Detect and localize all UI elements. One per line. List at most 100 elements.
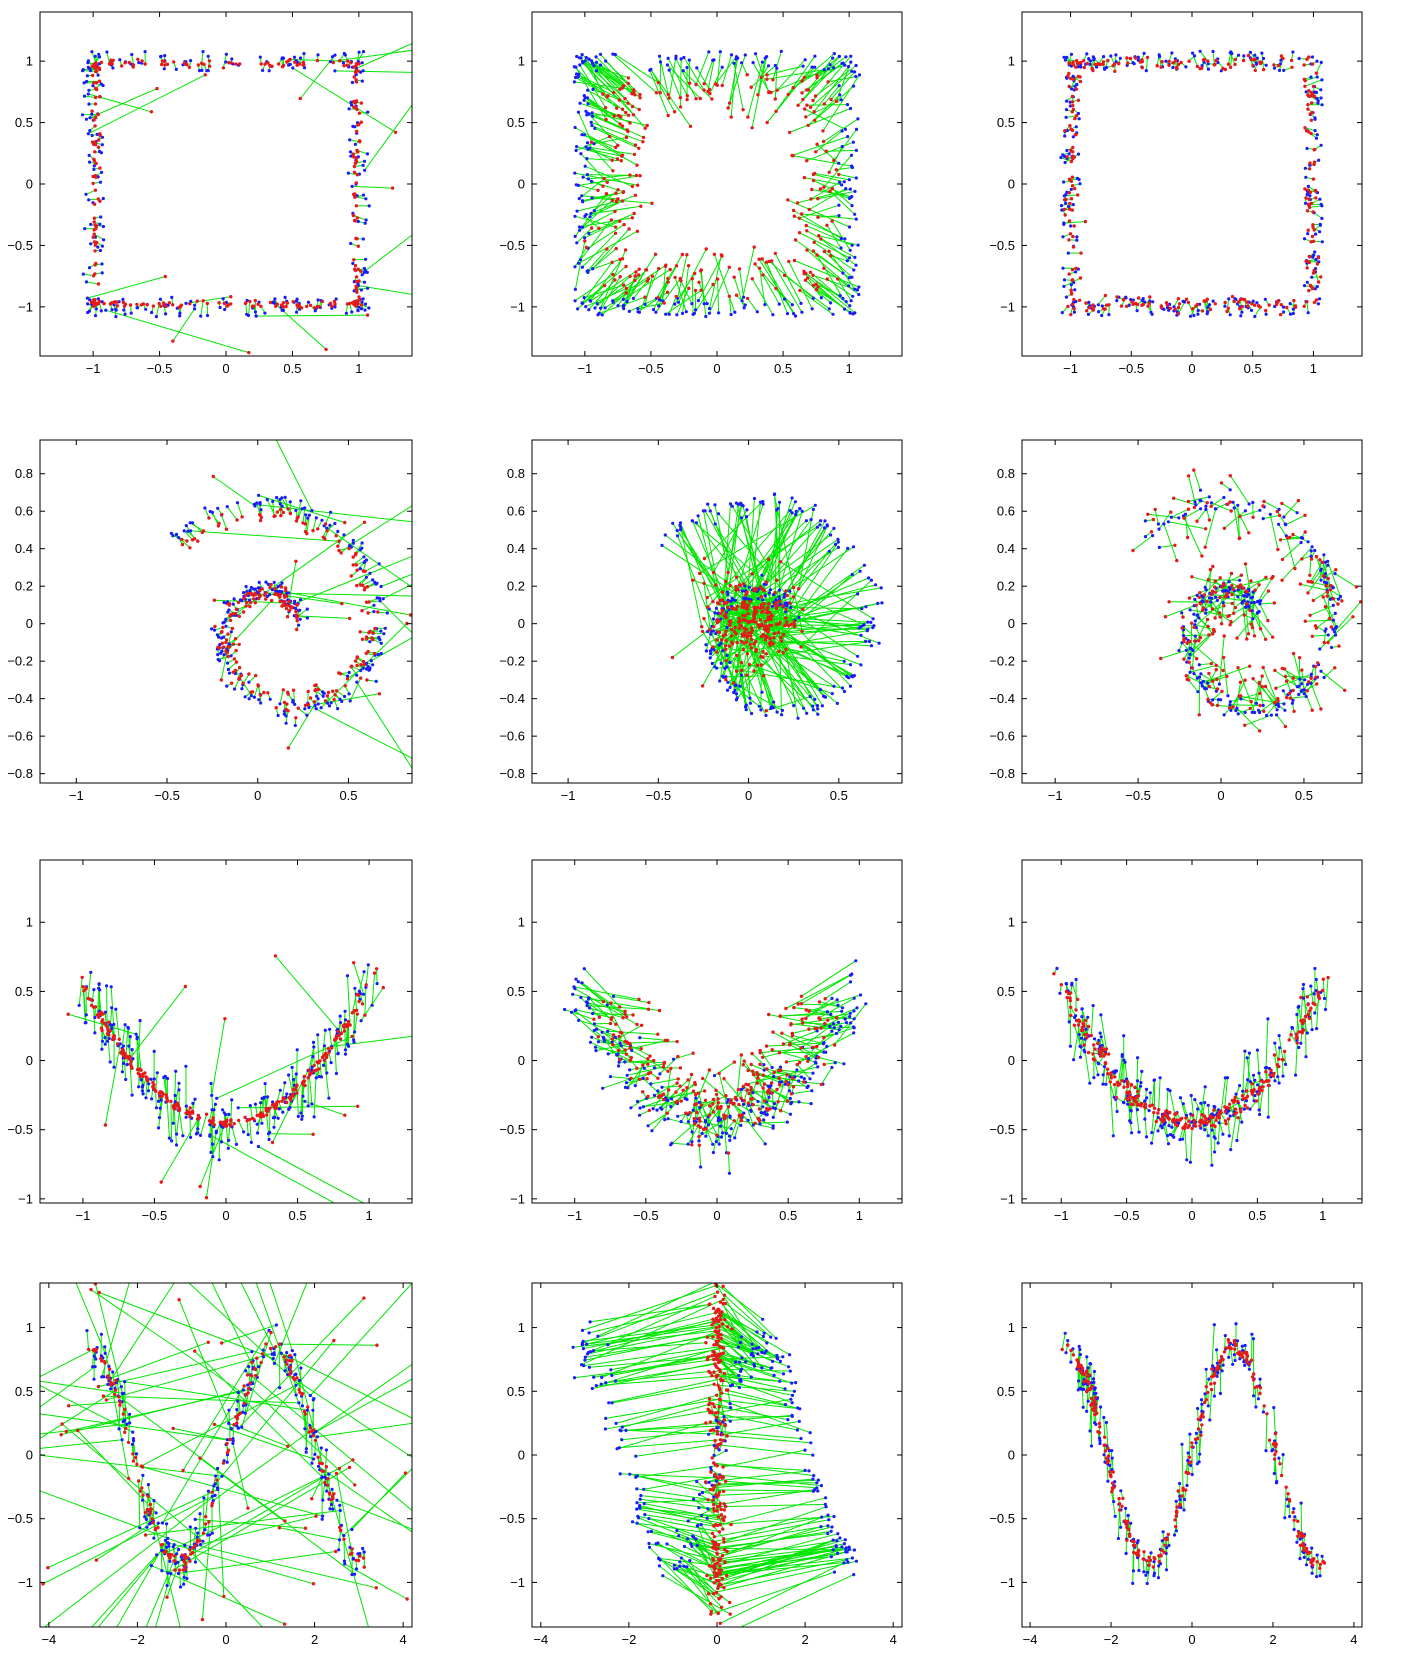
displacement-line: [1188, 475, 1196, 503]
noisy-point: [257, 698, 261, 702]
noisy-point: [739, 673, 744, 677]
displacement-line: [741, 625, 847, 677]
noisy-point: [1243, 509, 1247, 513]
noisy-point: [627, 309, 631, 313]
projected-point: [217, 521, 221, 526]
noisy-point: [867, 576, 871, 580]
displacement-line: [585, 287, 627, 308]
projected-point: [196, 539, 200, 543]
noisy-point: [577, 197, 581, 201]
displacement-line: [586, 248, 608, 272]
displacement-line: [593, 189, 619, 212]
displacement-line: [360, 631, 374, 634]
projected-point: [107, 62, 112, 66]
noisy-point: [1311, 255, 1315, 259]
noisy-point: [382, 632, 386, 636]
noisy-point: [831, 56, 835, 60]
displacement-line: [776, 59, 806, 91]
displacement-line: [584, 216, 600, 229]
noisy-point: [1209, 501, 1214, 505]
projected-point: [633, 143, 638, 147]
projected-point: [613, 225, 618, 229]
projected-point: [228, 618, 233, 623]
noisy-point: [1313, 287, 1317, 291]
displacement-line: [697, 255, 723, 301]
displacement-line: [1282, 542, 1302, 560]
projected-point: [1316, 280, 1321, 284]
noisy-point: [272, 300, 276, 304]
projected-point: [283, 593, 287, 598]
projected-point: [715, 650, 719, 654]
projected-point: [1076, 193, 1080, 197]
noisy-point: [1206, 67, 1210, 71]
projected-point: [320, 299, 325, 304]
projected-point: [93, 95, 98, 100]
noisy-point: [264, 580, 268, 584]
displacement-line: [362, 579, 373, 586]
noisy-point: [587, 308, 591, 312]
noisy-point: [378, 599, 382, 603]
noisy-point: [336, 707, 340, 711]
noisy-point: [93, 314, 98, 318]
noisy-point: [249, 585, 253, 590]
projected-point: [729, 115, 733, 119]
projected-point: [1063, 197, 1067, 202]
projected-point: [787, 259, 791, 264]
noisy-point: [596, 313, 600, 317]
noisy-point: [586, 102, 590, 106]
noisy-point: [707, 311, 712, 315]
noisy-point: [850, 195, 854, 199]
projected-point: [1171, 61, 1175, 65]
projected-point: [1176, 312, 1181, 316]
projected-point: [203, 73, 207, 77]
projected-point: [332, 697, 336, 702]
projected-point: [1160, 60, 1164, 64]
y-tick-label: 0: [518, 177, 525, 192]
projected-point: [757, 625, 761, 630]
projected-point: [1310, 92, 1315, 96]
noisy-point: [840, 129, 844, 133]
projected-point: [680, 252, 685, 257]
displacement-line: [578, 230, 638, 264]
projected-point: [1208, 568, 1213, 572]
projected-point: [352, 192, 357, 196]
noisy-point: [1252, 600, 1256, 605]
projected-point: [1263, 684, 1268, 689]
noisy-point: [1157, 527, 1161, 531]
displacement-line: [1192, 630, 1215, 651]
noisy-point: [725, 688, 730, 692]
displacement-line: [800, 579, 872, 648]
projected-point: [1069, 127, 1073, 131]
noisy-point: [243, 695, 247, 699]
noisy-point: [751, 61, 755, 65]
projected-point: [356, 244, 360, 248]
displacement-line: [220, 631, 232, 681]
noisy-point: [111, 66, 115, 70]
noisy-point: [580, 225, 585, 229]
noisy-point: [1151, 300, 1155, 304]
projected-point: [234, 648, 238, 653]
projected-point: [112, 300, 116, 305]
displacement-line: [692, 520, 724, 593]
projected-point: [610, 260, 614, 264]
noisy-point: [255, 501, 259, 505]
noisy-point: [200, 68, 204, 72]
projected-point: [1145, 55, 1150, 60]
projected-point: [1316, 255, 1321, 260]
projected-point: [1068, 124, 1072, 128]
noisy-point: [748, 701, 753, 705]
noisy-point: [266, 582, 270, 586]
noisy-point: [1249, 596, 1253, 600]
x-tick-label: −0.5: [646, 788, 672, 803]
projected-point: [625, 128, 629, 132]
noisy-point: [374, 679, 378, 684]
noisy-point: [581, 175, 585, 179]
projected-point: [465, 533, 468, 536]
projected-point: [650, 274, 655, 278]
noisy-point: [819, 296, 824, 300]
projected-point: [739, 624, 743, 628]
displacement-line: [1063, 221, 1086, 224]
noisy-point: [299, 56, 303, 60]
noisy-point: [760, 690, 764, 694]
projected-point: [355, 129, 359, 134]
